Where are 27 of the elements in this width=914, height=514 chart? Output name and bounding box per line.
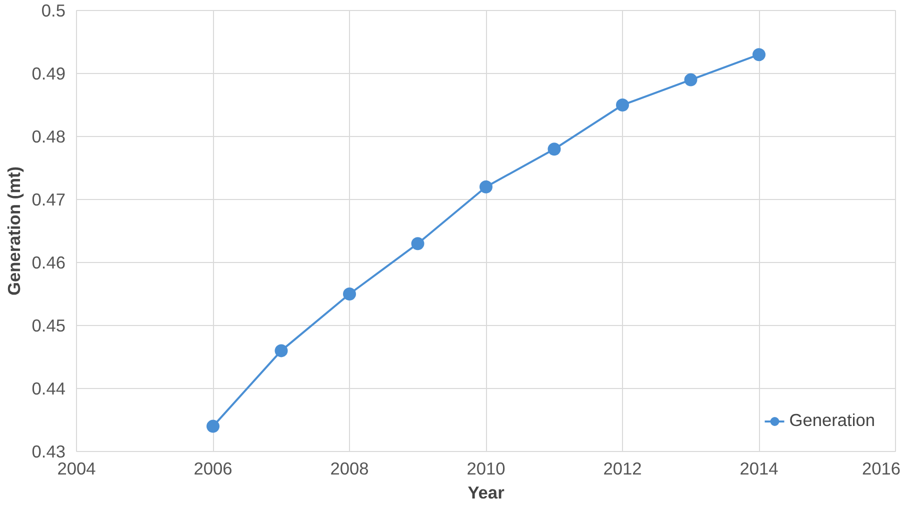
x-axis-title: Year <box>468 482 505 502</box>
legend-label: Generation <box>789 410 875 431</box>
y-tick-label: 0.43 <box>32 442 66 462</box>
point <box>752 48 766 62</box>
point <box>274 344 288 358</box>
y-tick-label: 0.5 <box>41 0 66 20</box>
y-tick-label: 0.48 <box>32 126 66 146</box>
y-tick-label: 0.45 <box>32 316 66 336</box>
point <box>206 420 220 433</box>
y-tick-label: 0.47 <box>32 190 66 210</box>
x-tick-label: 2014 <box>740 458 779 478</box>
y-tick-label: 0.46 <box>32 252 66 272</box>
point <box>548 142 561 156</box>
x-tick-label: 2012 <box>603 458 642 478</box>
x-tick-label: 2006 <box>194 458 232 478</box>
point <box>411 237 424 250</box>
x-tick-label: 2008 <box>330 458 369 478</box>
point <box>480 180 492 194</box>
x-tick-label: 2016 <box>862 458 901 478</box>
x-tick-label: 2010 <box>466 458 506 478</box>
point <box>616 98 629 112</box>
y-tick-label: 0.44 <box>32 378 66 398</box>
point <box>684 73 698 86</box>
point <box>343 288 356 300</box>
y-tick-label: 0.49 <box>32 64 66 84</box>
y-axis-title: Generation (mt) <box>4 166 24 296</box>
x-tick-label: 2004 <box>57 458 96 478</box>
